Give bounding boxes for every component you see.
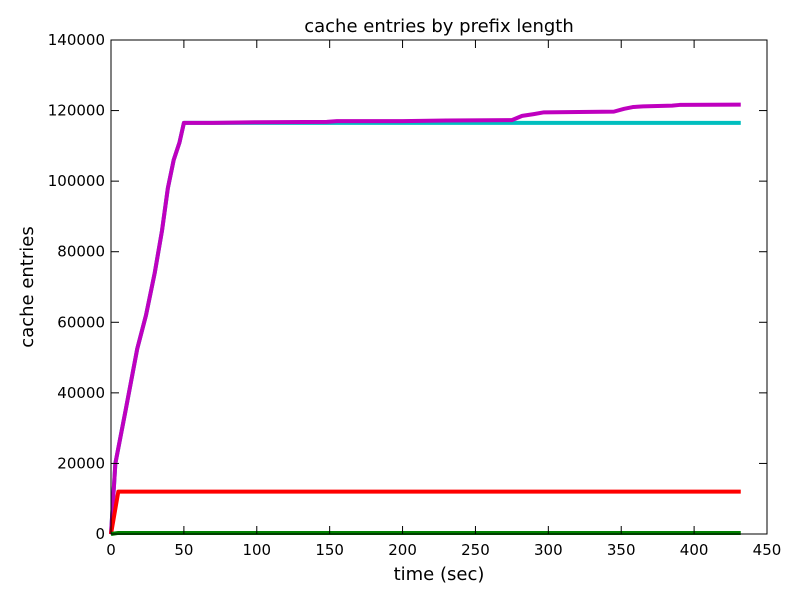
y-tick-label: 100000 — [48, 172, 105, 190]
x-tick-label: 350 — [607, 541, 636, 559]
x-axis-label: time (sec) — [394, 564, 485, 585]
x-tick-label: 150 — [315, 541, 344, 559]
tick-layer: 0 50 100 150 200 250 300 350 400 450 0 20000 40000 60… — [48, 31, 782, 559]
series-line-2 — [109, 102, 741, 535]
y-tick-label: 120000 — [48, 102, 105, 120]
x-tick-label: 100 — [242, 541, 271, 559]
y-tick-label: 80000 — [57, 243, 105, 261]
plot-frame — [110, 39, 768, 535]
y-tick-label: 0 — [95, 525, 105, 543]
x-tick-label: 0 — [106, 541, 116, 559]
y-tick-label: 20000 — [57, 454, 105, 472]
x-tick-label: 250 — [461, 541, 490, 559]
x-tick-label: 400 — [680, 541, 709, 559]
y-tick-label: 60000 — [57, 313, 105, 331]
series-line-3 — [109, 489, 741, 535]
x-tick-label: 200 — [388, 541, 417, 559]
x-tick-label: 300 — [534, 541, 563, 559]
x-tick-label: 450 — [753, 541, 782, 559]
y-tick-label: 140000 — [48, 31, 105, 49]
y-tick-label: 40000 — [57, 384, 105, 402]
y-axis-label: cache entries — [17, 226, 38, 347]
x-tick-label: 50 — [174, 541, 193, 559]
chart-title: cache entries by prefix length — [304, 16, 574, 37]
